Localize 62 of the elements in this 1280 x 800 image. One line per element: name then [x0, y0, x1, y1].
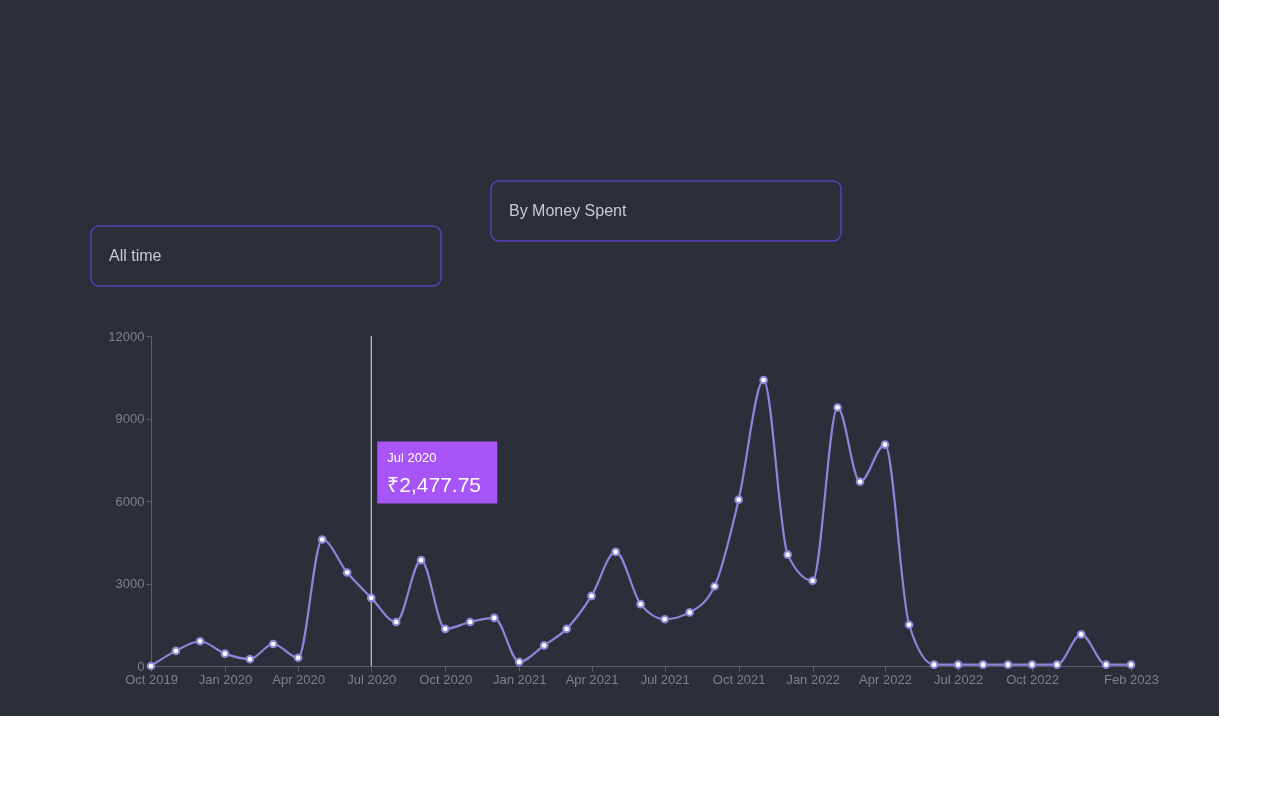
point	[195, 636, 205, 646]
x-tick-label: Jan 2021	[492, 671, 547, 687]
point	[1052, 660, 1062, 669]
x-tick-label: Oct 2019	[125, 671, 178, 687]
point	[880, 440, 890, 449]
x-tick-label: Jan 2020	[198, 671, 253, 687]
point	[710, 581, 719, 591]
point	[562, 624, 571, 634]
x-tick-label: Oct 2022	[1006, 671, 1059, 687]
point	[685, 608, 694, 617]
point	[293, 653, 303, 663]
x-tick-label: Oct 2020	[419, 671, 473, 687]
point	[366, 593, 376, 603]
x-tick-label: Apr 2022	[859, 671, 912, 687]
point	[1101, 660, 1111, 669]
point	[342, 568, 352, 577]
y-tick-label: 12000	[108, 328, 145, 344]
point	[1003, 660, 1013, 669]
text: All time	[109, 247, 162, 264]
point	[391, 617, 401, 627]
point	[611, 547, 621, 557]
point	[734, 495, 744, 504]
point	[220, 649, 230, 658]
point	[539, 641, 549, 650]
x-tick-label: Oct 2021	[712, 671, 766, 687]
x-tick-label: Jul 2020	[347, 671, 397, 687]
point	[317, 535, 327, 544]
point	[660, 614, 670, 624]
point	[904, 620, 914, 630]
annotation: Jul 2020	[387, 449, 437, 465]
point	[1076, 630, 1086, 639]
point	[783, 550, 793, 559]
point	[268, 639, 278, 649]
x-tick-label: Jul 2021	[640, 671, 690, 687]
x-tick-label: Apr 2021	[565, 671, 619, 687]
point	[245, 654, 255, 664]
point	[514, 657, 524, 667]
x-tick-label: Feb 2023	[1104, 671, 1159, 687]
point	[489, 613, 499, 623]
x-tick-label: Jul 2022	[934, 671, 984, 687]
y-tick-label: 9000	[115, 411, 145, 426]
point	[929, 660, 939, 669]
point	[953, 660, 963, 669]
point	[440, 624, 450, 634]
annotation: ₹2,477.75	[387, 472, 482, 496]
y-tick-label: 6000	[115, 493, 145, 509]
point	[1027, 660, 1037, 669]
point	[416, 555, 426, 565]
x-tick-label: Jan 2022	[786, 671, 840, 687]
text: By Money Spent	[509, 202, 627, 219]
y-tick-label: 0	[137, 658, 145, 674]
point	[808, 576, 817, 586]
y-tick-label: 3000	[115, 576, 145, 591]
point	[636, 599, 645, 609]
point	[587, 591, 596, 601]
point	[465, 617, 475, 627]
point	[171, 646, 181, 656]
point	[833, 403, 842, 412]
point	[759, 375, 768, 385]
point	[978, 660, 988, 669]
x-tick-label: Apr 2020	[272, 671, 325, 687]
point	[855, 477, 865, 487]
